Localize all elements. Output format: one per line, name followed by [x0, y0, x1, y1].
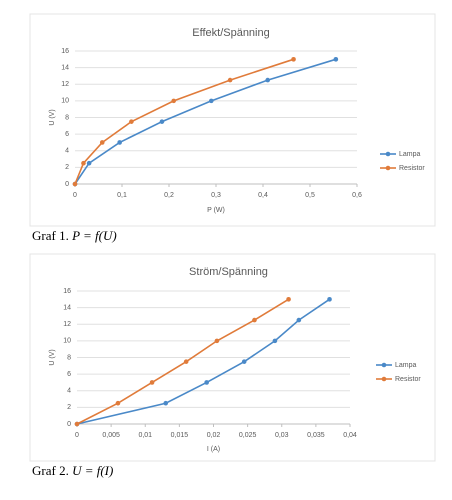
y-axis-label: U (V) — [49, 109, 56, 125]
y-tick-label: 10 — [63, 338, 71, 345]
caption-formula: P = f(U) — [71, 228, 117, 243]
legend-label: Lampa — [395, 362, 417, 369]
point — [129, 119, 134, 124]
chart-title: Ström/Spänning — [189, 266, 268, 278]
legend-label: Lampa — [399, 151, 421, 158]
legend-swatch-point — [381, 362, 387, 368]
y-tick-label: 0 — [65, 181, 69, 188]
point — [252, 317, 257, 323]
caption: Graf 1. P = f(U) — [32, 228, 117, 243]
x-tick-label: 0,4 — [258, 192, 268, 199]
point — [241, 359, 247, 364]
x-tick-label: 0,6 — [352, 192, 362, 199]
point — [99, 140, 105, 145]
y-tick-label: 2 — [65, 164, 69, 171]
point — [265, 77, 271, 83]
x-axis-label: I (A) — [207, 446, 220, 453]
x-tick-label: 0,015 — [171, 432, 189, 439]
y-tick-label: 16 — [63, 288, 71, 295]
x-tick-label: 0,2 — [164, 192, 174, 199]
y-tick-label: 4 — [67, 388, 71, 395]
x-tick-label: 0,3 — [211, 192, 221, 199]
chart-frame — [29, 13, 436, 227]
x-tick-label: 0,02 — [207, 432, 221, 439]
legend-label: Resistor — [395, 376, 421, 383]
point — [74, 421, 80, 427]
point — [209, 98, 214, 104]
point — [214, 338, 220, 344]
point — [183, 359, 189, 364]
point — [291, 57, 296, 62]
x-tick-label: 0,04 — [343, 432, 357, 439]
y-tick-label: 8 — [67, 354, 71, 361]
point — [81, 160, 86, 166]
point — [115, 400, 121, 406]
point — [272, 338, 278, 344]
point — [117, 140, 122, 145]
y-tick-label: 8 — [65, 114, 69, 121]
point — [86, 160, 92, 166]
caption-formula: U = f(I) — [72, 463, 113, 478]
point — [171, 98, 176, 104]
caption-label: Graf 1. — [32, 228, 69, 243]
x-tick-label: 0,1 — [117, 192, 127, 199]
y-tick-label: 16 — [61, 48, 69, 55]
point — [72, 181, 78, 187]
y-tick-label: 0 — [67, 421, 71, 428]
point — [286, 297, 291, 302]
y-tick-label: 12 — [63, 321, 71, 328]
x-tick-label: 0 — [75, 432, 79, 439]
x-tick-label: 0,025 — [239, 432, 257, 439]
point — [333, 57, 339, 62]
y-tick-label: 4 — [65, 148, 69, 155]
legend-swatch-point — [381, 376, 387, 382]
x-axis-label: P (W) — [207, 207, 225, 214]
point — [159, 119, 165, 124]
point — [149, 380, 155, 385]
y-tick-label: 2 — [67, 404, 71, 411]
caption: Graf 2. U = f(I) — [32, 463, 113, 478]
caption-label: Graf 2. — [32, 463, 69, 478]
x-tick-label: 0,5 — [305, 192, 315, 199]
point — [296, 317, 302, 323]
legend-swatch-point — [385, 165, 391, 171]
chart-title: Effekt/Spänning — [192, 27, 269, 39]
y-tick-label: 10 — [61, 98, 69, 105]
x-tick-label: 0,035 — [307, 432, 325, 439]
point — [204, 380, 209, 385]
y-tick-label: 14 — [63, 304, 71, 311]
x-tick-label: 0,01 — [138, 432, 152, 439]
x-tick-label: 0 — [73, 192, 77, 199]
legend-label: Resistor — [399, 165, 425, 172]
point — [327, 297, 332, 302]
x-tick-label: 0,03 — [275, 432, 289, 439]
y-tick-label: 12 — [61, 81, 69, 88]
y-tick-label: 6 — [67, 371, 71, 378]
legend-swatch-point — [385, 151, 391, 157]
point — [163, 400, 169, 406]
y-axis-label: U (V) — [49, 349, 56, 365]
y-tick-label: 6 — [65, 131, 69, 138]
point — [227, 77, 233, 83]
x-tick-label: 0,005 — [102, 432, 120, 439]
y-tick-label: 14 — [61, 64, 69, 71]
